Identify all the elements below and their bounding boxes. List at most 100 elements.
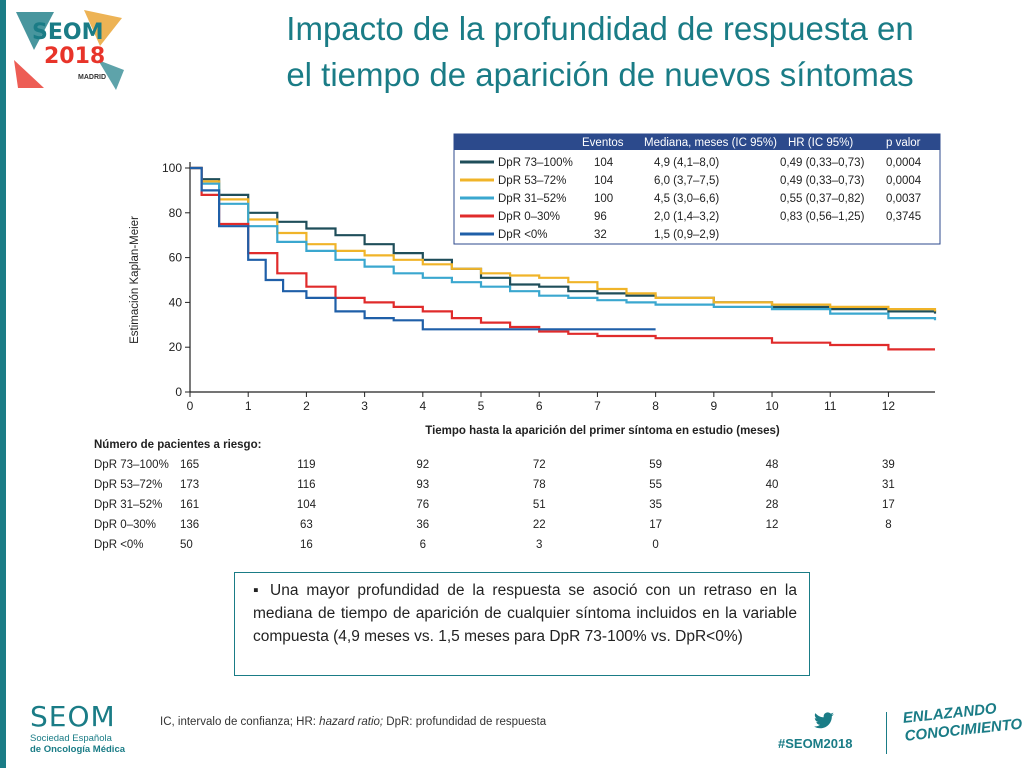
legend-hr: 0,55 (0,37–0,82): [780, 193, 865, 205]
risk-value: 76: [416, 499, 429, 511]
km-curve-dpr-31-52-: [190, 166, 937, 321]
logo-city-text: MADRID: [78, 74, 106, 81]
legend-header-label: HR (IC 95%): [788, 137, 853, 149]
risk-value: 12: [766, 519, 779, 531]
legend-events: 104: [594, 175, 614, 187]
title-line-2: el tiempo de aparición de nuevos síntoma…: [286, 56, 914, 93]
risk-value: 63: [300, 519, 313, 531]
y-tick-label: 60: [169, 251, 183, 265]
x-tick-label: 4: [419, 399, 426, 413]
risk-value: 0: [652, 539, 658, 551]
risk-value: 35: [649, 499, 662, 511]
risk-value: 31: [882, 479, 895, 491]
risk-value: 55: [649, 479, 662, 491]
risk-value: 3: [536, 539, 542, 551]
logo-burst-graphic: [14, 10, 124, 90]
legend-median: 1,5 (0,9–2,9): [654, 229, 719, 241]
y-tick-label: 0: [175, 385, 182, 399]
seom2018-logo: SEOM 2018 MADRID: [14, 10, 124, 90]
risk-value: 8: [885, 519, 891, 531]
x-tick-label: 1: [245, 399, 252, 413]
footer-society-line-2: de Oncología Médica: [30, 744, 126, 755]
x-tick-label: 7: [594, 399, 601, 413]
footer-divider: [886, 712, 887, 754]
risk-value: 17: [882, 499, 895, 511]
risk-value: 59: [649, 459, 662, 471]
km-curve-dpr-53-72-: [190, 166, 937, 312]
risk-value: 116: [297, 479, 315, 491]
risk-value: 161: [180, 499, 199, 511]
risk-value: 22: [533, 519, 546, 531]
risk-row-label: DpR <0%: [94, 539, 144, 551]
legend-series-name: DpR <0%: [498, 229, 548, 241]
legend-events: 104: [594, 157, 614, 169]
x-tick-label: 3: [361, 399, 368, 413]
y-tick-label: 80: [169, 206, 183, 220]
risk-value: 78: [533, 479, 546, 491]
legend-hr: 0,49 (0,33–0,73): [780, 175, 865, 187]
legend-p-value: 0,0004: [886, 175, 922, 187]
x-tick-label: 8: [652, 399, 659, 413]
footnote-suffix: DpR: profundidad de respuesta: [383, 716, 547, 728]
x-axis-label: Tiempo hasta la aparición del primer sín…: [425, 425, 780, 437]
x-tick-label: 2: [303, 399, 310, 413]
risk-value: 104: [297, 499, 317, 511]
risk-value: 40: [766, 479, 779, 491]
x-tick-label: 9: [710, 399, 717, 413]
slide-title: Impacto de la profundidad de respuesta e…: [190, 6, 1010, 98]
logo-seom-text: SEOM: [32, 20, 104, 45]
x-tick-label: 12: [882, 399, 896, 413]
risk-row-label: DpR 31–52%: [94, 499, 162, 511]
legend-events: 100: [594, 193, 613, 205]
risk-row-label: DpR 0–30%: [94, 519, 156, 531]
footer-society-line-1: Sociedad Española: [30, 733, 112, 744]
enlazando-conocimiento-logo: ENLAZANDO CONOCIMIENTO: [902, 698, 1023, 746]
risk-value: 48: [766, 459, 779, 471]
legend-series-name: DpR 73–100%: [498, 157, 573, 169]
legend-header-label: p valor: [886, 137, 921, 149]
risk-value: 6: [420, 539, 426, 551]
y-tick-label: 40: [169, 295, 183, 309]
legend-series-name: DpR 0–30%: [498, 211, 560, 223]
risk-row-label: DpR 73–100%: [94, 459, 169, 471]
footnote-italic: hazard ratio;: [319, 716, 384, 728]
y-tick-label: 20: [169, 340, 183, 354]
twitter-icon: [814, 712, 834, 729]
legend-series-name: DpR 53–72%: [498, 175, 566, 187]
footer-seom-text: SEOM: [30, 700, 116, 733]
y-tick-label: 100: [162, 161, 182, 175]
risk-value: 36: [416, 519, 429, 531]
legend-median: 6,0 (3,7–7,5): [654, 175, 719, 187]
km-curve-dpr-0-: [190, 166, 656, 331]
risk-value: 173: [180, 479, 199, 491]
key-finding-note: ▪ Una mayor profundidad de la respuesta …: [234, 572, 810, 676]
risk-value: 17: [649, 519, 662, 531]
x-tick-label: 5: [478, 399, 485, 413]
kaplan-meier-figure: 0 1 2 3 4 5 6 7 8 9 10 11 12 0 20 40 60 80 100 Estimación K…: [70, 112, 950, 564]
title-line-1: Impacto de la profundidad de respuesta e…: [286, 10, 914, 47]
risk-value: 39: [882, 459, 895, 471]
km-curve-dpr-0-30-: [190, 166, 935, 351]
legend-median: 4,9 (4,1–8,0): [654, 157, 719, 169]
x-tick-label: 6: [536, 399, 543, 413]
footer-seom-logo: SEOM Sociedad Española de Oncología Médi…: [30, 700, 125, 755]
risk-value: 51: [533, 499, 546, 511]
legend-series-name: DpR 31–52%: [498, 193, 566, 205]
legend-p-value: 0,0037: [886, 193, 921, 205]
legend-median: 2,0 (1,4–3,2): [654, 211, 719, 223]
risk-value: 92: [416, 459, 429, 471]
risk-value: 165: [180, 459, 199, 471]
risk-value: 93: [416, 479, 429, 491]
legend-median: 4,5 (3,0–6,6): [654, 193, 719, 205]
legend-events: 96: [594, 211, 607, 223]
left-accent-bar: [0, 0, 6, 768]
legend-p-value: 0,0004: [886, 157, 922, 169]
risk-value: 136: [180, 519, 199, 531]
x-tick-label: 10: [765, 399, 779, 413]
hashtag: #SEOM2018: [778, 736, 853, 751]
risk-value: 28: [766, 499, 779, 511]
logo-year-text: 2018: [44, 44, 106, 69]
x-tick-label: 11: [824, 399, 837, 413]
legend-p-value: 0,3745: [886, 211, 921, 223]
